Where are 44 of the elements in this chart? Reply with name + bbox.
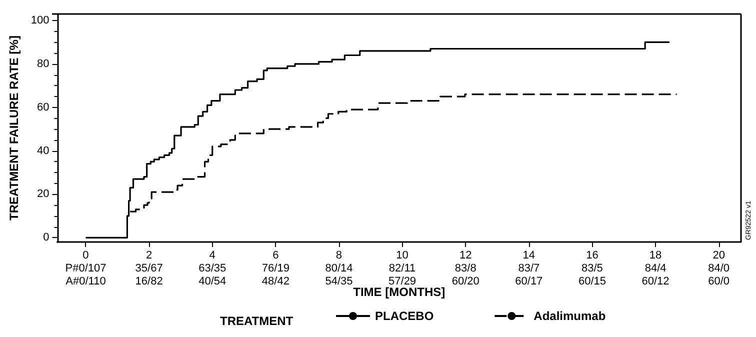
x-axis-title: TIME [MONTHS] xyxy=(353,285,446,299)
text: 40/54 xyxy=(198,276,226,288)
text: 57/29 xyxy=(388,276,416,288)
x-tick-label: 8 xyxy=(336,250,342,262)
text: P#0/107 xyxy=(65,262,106,274)
x-tick-label: 16 xyxy=(586,250,598,262)
y-tick-label: 60 xyxy=(37,101,50,114)
text: 63/35 xyxy=(198,262,226,274)
text: 83/5 xyxy=(582,262,603,274)
y-tick-label: 40 xyxy=(37,144,50,157)
x-tick-label: 20 xyxy=(712,250,725,262)
text: 16/82 xyxy=(135,276,163,288)
x-tick-label: 18 xyxy=(649,250,662,262)
y-axis-title: TREATMENT FAILURE RATE [%] xyxy=(7,36,21,220)
x-tick-label: 0 xyxy=(82,250,89,262)
text: 60/17 xyxy=(515,276,543,288)
text: 48/42 xyxy=(262,276,290,288)
y-tick-label: 0 xyxy=(43,232,50,244)
text: 76/19 xyxy=(262,262,290,274)
text: 80/14 xyxy=(325,262,353,274)
y-tick-label: 20 xyxy=(37,188,50,200)
y-tick-label: 100 xyxy=(30,14,50,27)
y-tick-label: 80 xyxy=(37,58,50,70)
x-tick-label: 6 xyxy=(272,250,279,262)
legend-label: PLACEBO xyxy=(375,309,434,323)
text: 82/11 xyxy=(388,262,416,274)
text: 84/0 xyxy=(708,262,730,274)
text: 84/4 xyxy=(644,262,666,274)
x-tick-label: 14 xyxy=(522,250,536,262)
text: 35/67 xyxy=(135,262,163,274)
text: 83/7 xyxy=(518,262,540,274)
text: 60/15 xyxy=(578,276,606,288)
legend-title: TREATMENT xyxy=(220,314,294,328)
legend-label: Adalimumab xyxy=(534,309,606,323)
text: 60/0 xyxy=(708,276,730,288)
text: 83/8 xyxy=(454,262,476,274)
text: 60/20 xyxy=(452,276,480,288)
x-tick-label: 10 xyxy=(396,250,408,262)
x-tick-label: 12 xyxy=(459,250,472,262)
x-tick-label: 4 xyxy=(209,250,216,262)
text: 60/12 xyxy=(642,276,670,288)
x-tick-label: 2 xyxy=(146,250,152,262)
text: 54/35 xyxy=(325,276,353,288)
text: A#0/110 xyxy=(66,276,106,288)
